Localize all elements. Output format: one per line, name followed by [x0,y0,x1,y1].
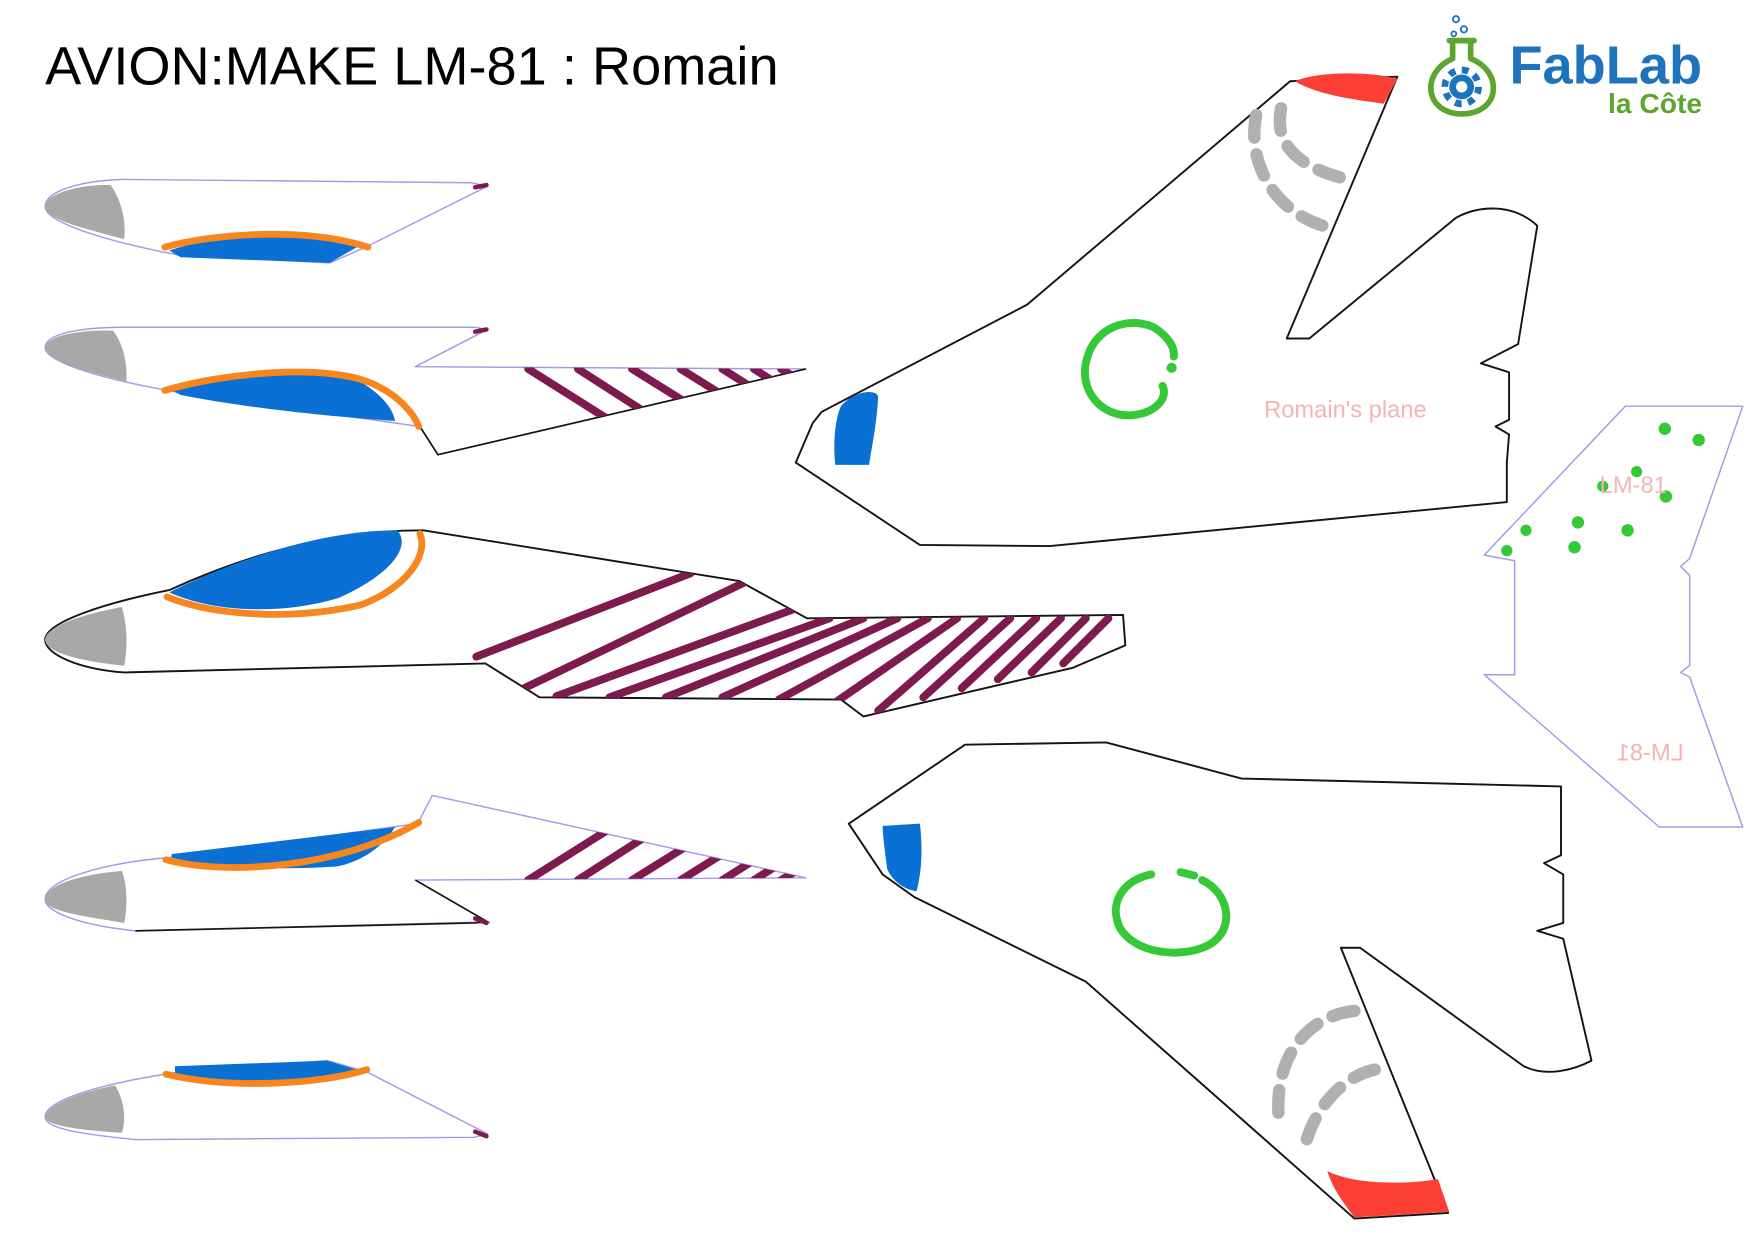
bubble [1451,15,1461,24]
piece-outline [1483,405,1744,828]
stripe [605,614,834,702]
dot [1621,524,1634,537]
wingtip-red [1327,1171,1450,1218]
fuselage-stripes [472,569,1113,715]
nose-piece-bottom [44,1059,489,1141]
nose-cone [45,871,127,923]
stripe [515,578,749,695]
dot [1571,516,1585,529]
flask-outline [1428,37,1497,117]
tail-piece: LM-81 LM-81 [1483,405,1744,828]
nose-cone [45,1085,125,1133]
dot [1597,480,1609,492]
canopy-trim [162,1066,371,1087]
stripe [718,614,902,702]
tail-label-mirrored-group: LM-81 [1617,740,1684,766]
fablab-logo: FabLab la Côte [1428,15,1702,119]
stripe [472,569,695,661]
canopy [169,530,402,610]
nose-cone [45,330,127,382]
bubble [1459,25,1468,34]
stripe [1059,614,1113,668]
stripe [774,614,932,704]
dot [1630,465,1643,478]
stripe [829,614,962,709]
stripe [874,614,989,715]
tail-label-mirrored: LM-81 [1617,740,1684,766]
gear-hole [1456,81,1468,93]
canopy-trim [161,368,423,430]
stripe [661,614,868,702]
wing-label: Romain's plane [1264,397,1427,423]
canopy [169,372,396,421]
canopy-trim [162,819,423,871]
fuselage-wing-piece-upper [44,326,807,456]
dot [1658,422,1672,435]
main-fuselage-piece [44,529,1127,718]
canopy-trim [163,530,426,618]
tip-mark [472,1129,489,1139]
intake-mark [834,392,879,465]
piece-outline [44,1059,489,1141]
nose-cone [45,607,127,666]
tip-mark [472,327,489,334]
intake-mark [882,823,922,892]
gear-teeth [1441,66,1482,108]
tip-mark [472,182,489,190]
nose-cone [45,184,125,240]
tip-mark [472,916,489,926]
dot [1568,541,1581,554]
dot [1692,433,1705,447]
logo-name: FabLab [1509,36,1702,96]
roundel [1081,319,1178,420]
dot [1501,544,1513,557]
exhaust-arc [1297,1063,1381,1160]
bubble [1450,30,1458,38]
wing-piece-upper: Romain's plane [794,73,1539,548]
stripe [957,614,1041,693]
stripe [777,850,806,881]
exhaust-arc [1272,1004,1361,1126]
roundel [1111,868,1231,957]
tail-label: LM-81 [1600,473,1667,499]
wing-piece-lower [847,741,1593,1220]
exhaust-arc [1273,102,1350,185]
fuselage-wing-piece-lower [44,794,807,932]
roundel-dot [1166,362,1177,373]
page-title: AVION:MAKE LM-81 : Romain [45,37,778,97]
exhaust-arc [1248,108,1330,232]
piece-outline [44,794,807,932]
canopy [171,827,396,869]
tail-dots [1501,422,1705,557]
stripe [552,605,798,701]
nose-piece-top [44,178,489,264]
stripe [919,614,1015,702]
piece-outline [44,178,489,264]
flask-gear-icon [1428,15,1497,117]
logo-tagline: la Côte [1608,87,1702,119]
stripe [777,366,806,399]
wingtip-red [1294,73,1398,104]
piece-outline [847,741,1593,1220]
stripe [1027,614,1090,677]
canopy-trim [161,230,372,251]
canopy [169,236,359,263]
stripe [993,614,1065,684]
piece-outline [794,75,1539,548]
dot [1659,490,1673,503]
dot [1520,524,1532,536]
